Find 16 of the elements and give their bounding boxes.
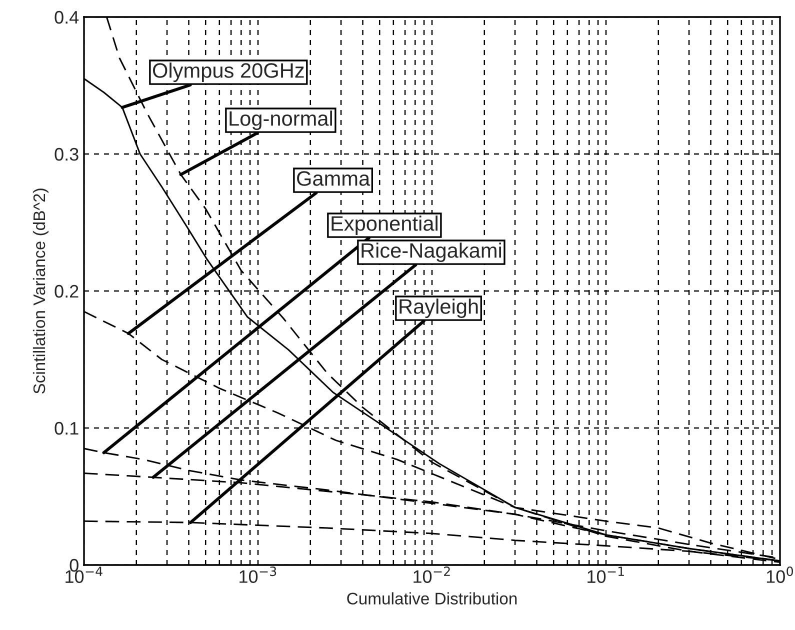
x-tick-label: 10$^{−3}$ (240, 566, 276, 583)
annotation: Exponential (332, 216, 438, 235)
x-tick-label: 10$^{−1}$ (588, 566, 624, 583)
x-tick-label: 10$^{0}$ (766, 566, 794, 583)
y-tick-label: 0.3 (54, 148, 78, 161)
annotation: Rice-Nagakami (362, 242, 502, 262)
x-tick-label: 10$^{−2}$ (414, 566, 450, 583)
y-tick-label: 0.1 (54, 422, 78, 435)
y-tick-label: 0.2 (54, 284, 78, 298)
y-axis-title: Scintillation Variance (dB^2) (32, 188, 48, 394)
annotation: Olympus 20GHz (152, 62, 304, 82)
x-axis-title: Cumulative Distribution (347, 592, 517, 604)
annotation: Gamma (297, 171, 370, 186)
y-tick-label: 0.4 (54, 10, 79, 24)
annotation: Rayleigh (400, 298, 478, 318)
annotation: Log-normal (230, 110, 332, 130)
